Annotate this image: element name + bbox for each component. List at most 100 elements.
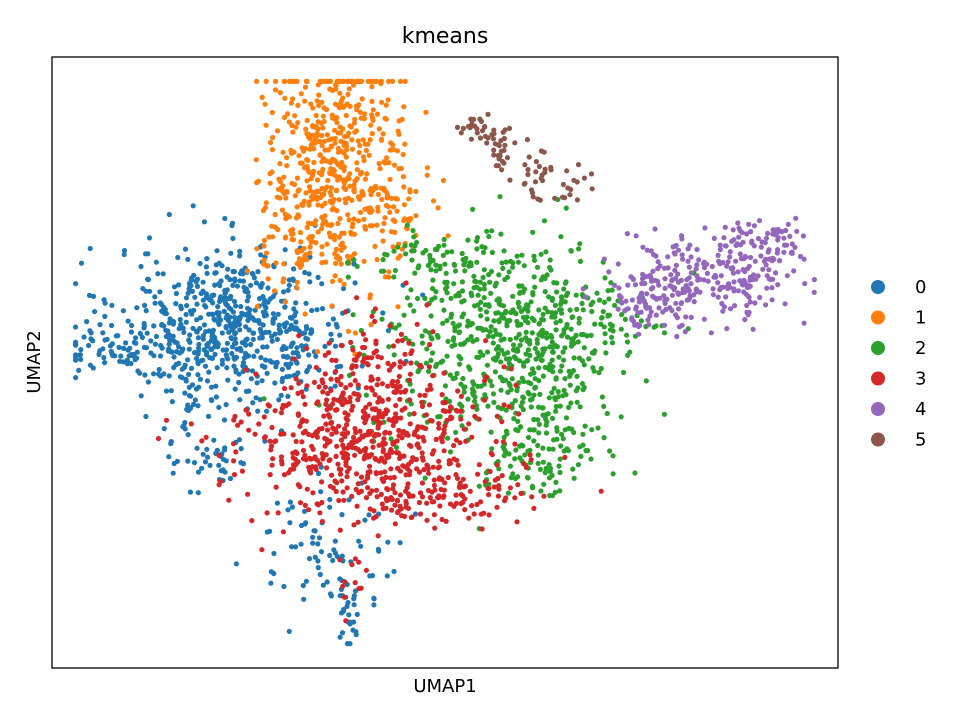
point-cluster-3 [495, 462, 500, 467]
point-cluster-2 [543, 289, 548, 294]
point-cluster-3 [342, 410, 347, 415]
point-cluster-3 [291, 432, 296, 437]
point-cluster-4 [662, 276, 667, 281]
point-cluster-0 [145, 251, 150, 256]
point-cluster-1 [395, 148, 400, 153]
point-cluster-3 [379, 355, 384, 360]
point-cluster-0 [265, 371, 270, 376]
point-cluster-0 [246, 294, 251, 299]
point-cluster-3 [363, 337, 368, 342]
point-cluster-2 [504, 429, 509, 434]
point-cluster-4 [775, 237, 780, 242]
point-cluster-2 [558, 443, 563, 448]
point-cluster-2 [563, 299, 568, 304]
point-cluster-0 [310, 541, 315, 546]
point-cluster-2 [379, 317, 384, 322]
point-cluster-3 [376, 533, 381, 538]
point-cluster-2 [453, 430, 458, 435]
point-cluster-2 [485, 349, 490, 354]
point-cluster-1 [381, 131, 386, 136]
point-cluster-2 [504, 323, 509, 328]
point-cluster-1 [346, 79, 351, 84]
point-cluster-3 [354, 295, 359, 300]
point-cluster-2 [465, 323, 470, 328]
point-cluster-0 [385, 573, 390, 578]
point-cluster-0 [193, 397, 198, 402]
point-cluster-3 [389, 508, 394, 513]
point-cluster-2 [611, 328, 616, 333]
point-cluster-0 [277, 327, 282, 332]
point-cluster-3 [390, 379, 395, 384]
point-cluster-0 [196, 470, 201, 475]
point-cluster-2 [624, 333, 629, 338]
point-cluster-0 [238, 460, 243, 465]
point-cluster-2 [452, 325, 457, 330]
point-cluster-3 [333, 369, 338, 374]
point-cluster-2 [474, 246, 479, 251]
point-cluster-0 [189, 366, 194, 371]
point-cluster-3 [391, 362, 396, 367]
point-cluster-4 [726, 285, 731, 290]
point-cluster-2 [537, 392, 542, 397]
point-cluster-3 [368, 378, 373, 383]
chart-title: kmeans [402, 24, 489, 49]
point-cluster-2 [611, 471, 616, 476]
point-cluster-4 [637, 323, 642, 328]
point-cluster-0 [110, 341, 115, 346]
point-cluster-2 [528, 381, 533, 386]
point-cluster-2 [461, 311, 466, 316]
point-cluster-1 [423, 110, 428, 115]
point-cluster-3 [440, 392, 445, 397]
point-cluster-2 [448, 296, 453, 301]
point-cluster-3 [386, 397, 391, 402]
point-cluster-0 [178, 374, 183, 379]
point-cluster-3 [265, 510, 270, 515]
point-cluster-1 [398, 253, 403, 258]
point-cluster-0 [275, 501, 280, 506]
point-cluster-1 [407, 187, 412, 192]
point-cluster-1 [376, 192, 381, 197]
point-cluster-0 [209, 385, 214, 390]
point-cluster-1 [341, 185, 346, 190]
point-cluster-3 [466, 516, 471, 521]
point-cluster-2 [364, 393, 369, 398]
point-cluster-3 [427, 342, 432, 347]
point-cluster-4 [694, 247, 699, 252]
point-cluster-1 [334, 120, 339, 125]
point-cluster-3 [410, 455, 415, 460]
point-cluster-3 [290, 451, 295, 456]
point-cluster-1 [283, 195, 288, 200]
point-cluster-0 [190, 289, 195, 294]
point-cluster-3 [424, 412, 429, 417]
point-cluster-2 [516, 260, 521, 265]
point-cluster-1 [357, 150, 362, 155]
point-cluster-1 [377, 126, 382, 131]
point-cluster-0 [223, 291, 228, 296]
point-cluster-2 [548, 466, 553, 471]
point-cluster-1 [395, 209, 400, 214]
point-cluster-3 [480, 526, 485, 531]
point-cluster-2 [509, 387, 514, 392]
point-cluster-0 [228, 251, 233, 256]
point-cluster-1 [339, 149, 344, 154]
point-cluster-2 [551, 447, 556, 452]
point-cluster-2 [600, 394, 605, 399]
point-cluster-0 [281, 289, 286, 294]
point-cluster-3 [342, 426, 347, 431]
point-cluster-4 [673, 301, 678, 306]
point-cluster-5 [576, 162, 581, 167]
point-cluster-3 [398, 415, 403, 420]
point-cluster-2 [579, 301, 584, 306]
point-cluster-2 [541, 317, 546, 322]
legend-marker-0 [871, 280, 885, 294]
point-cluster-2 [517, 305, 522, 310]
point-cluster-1 [295, 103, 300, 108]
point-cluster-1 [375, 112, 380, 117]
point-cluster-0 [232, 299, 237, 304]
point-cluster-0 [283, 247, 288, 252]
point-cluster-2 [493, 311, 498, 316]
point-cluster-3 [521, 461, 526, 466]
point-cluster-2 [485, 363, 490, 368]
point-cluster-2 [507, 269, 512, 274]
point-cluster-2 [535, 417, 540, 422]
